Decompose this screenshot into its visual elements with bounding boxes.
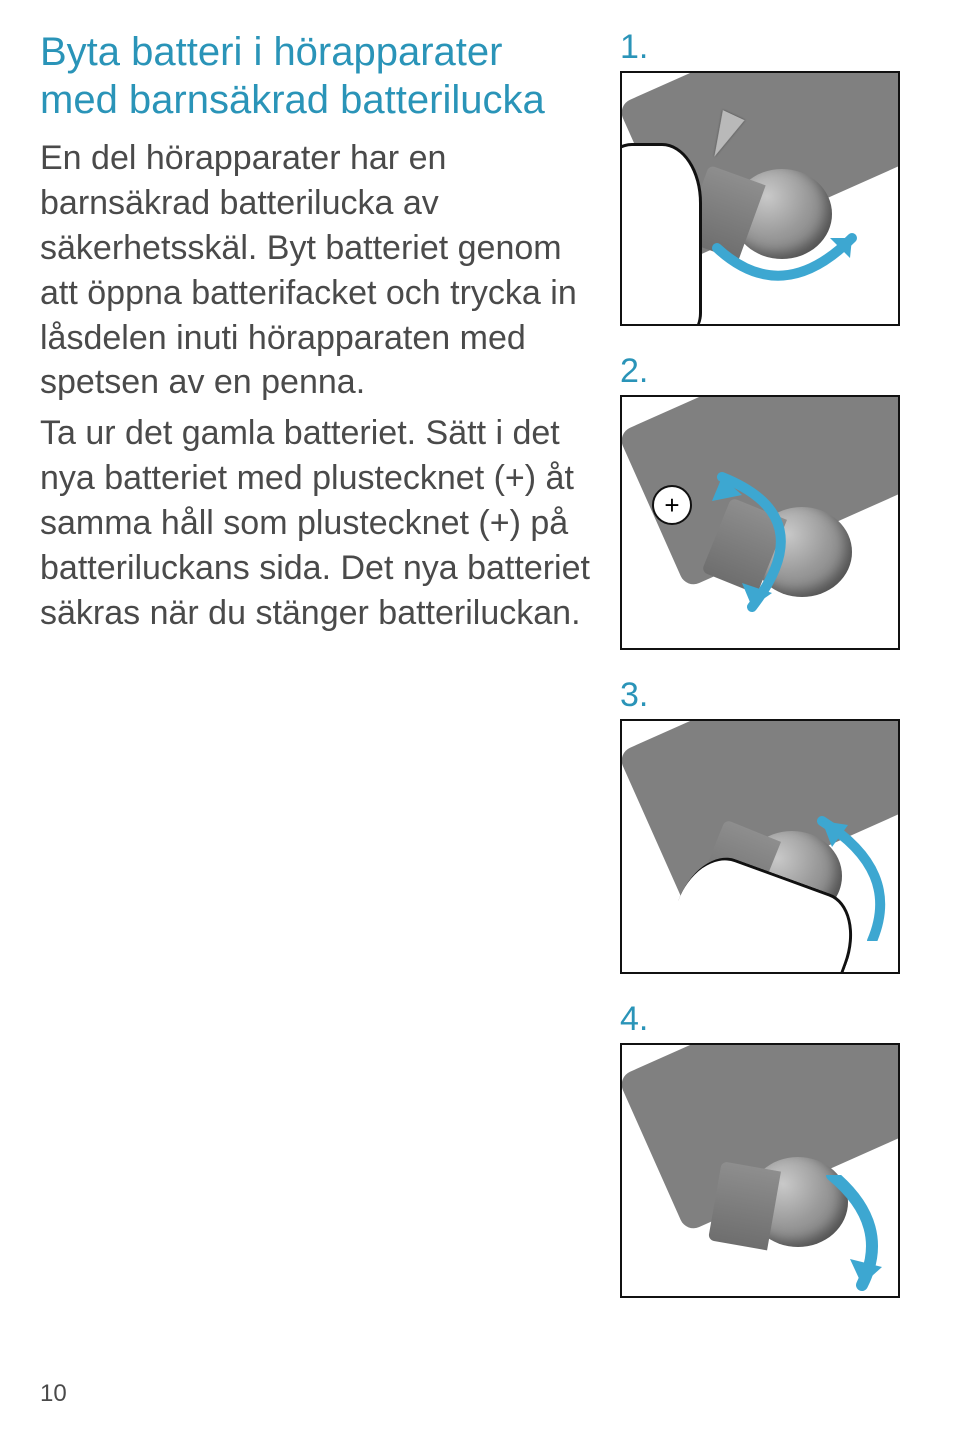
- figure-3-number: 3.: [620, 676, 920, 715]
- text-column: Byta batteri i hörapparater med barnsäkr…: [40, 28, 590, 1298]
- paragraph-2: Ta ur det gamla batteriet. Sätt i det ny…: [40, 411, 590, 635]
- figure-4-illustration: [620, 1043, 900, 1298]
- figure-1-number: 1.: [620, 28, 920, 67]
- plus-badge-icon: +: [652, 485, 692, 525]
- plus-symbol: +: [664, 492, 679, 518]
- page-heading: Byta batteri i hörapparater med barnsäkr…: [40, 28, 590, 124]
- paragraph-1: En del hörapparater har en barnsäkrad ba…: [40, 136, 590, 405]
- figure-1: 1.: [620, 28, 920, 326]
- figure-1-illustration: [620, 71, 900, 326]
- figure-3-illustration: [620, 719, 900, 974]
- figure-2-illustration: +: [620, 395, 900, 650]
- page-content: Byta batteri i hörapparater med barnsäkr…: [40, 28, 920, 1298]
- figure-4: 4.: [620, 1000, 920, 1298]
- figure-3: 3.: [620, 676, 920, 974]
- figure-column: 1. 2. +: [620, 28, 920, 1298]
- hand-outline-icon: [620, 143, 702, 326]
- figure-4-number: 4.: [620, 1000, 920, 1039]
- figure-2: 2. +: [620, 352, 920, 650]
- figure-2-number: 2.: [620, 352, 920, 391]
- page-number: 10: [40, 1380, 67, 1408]
